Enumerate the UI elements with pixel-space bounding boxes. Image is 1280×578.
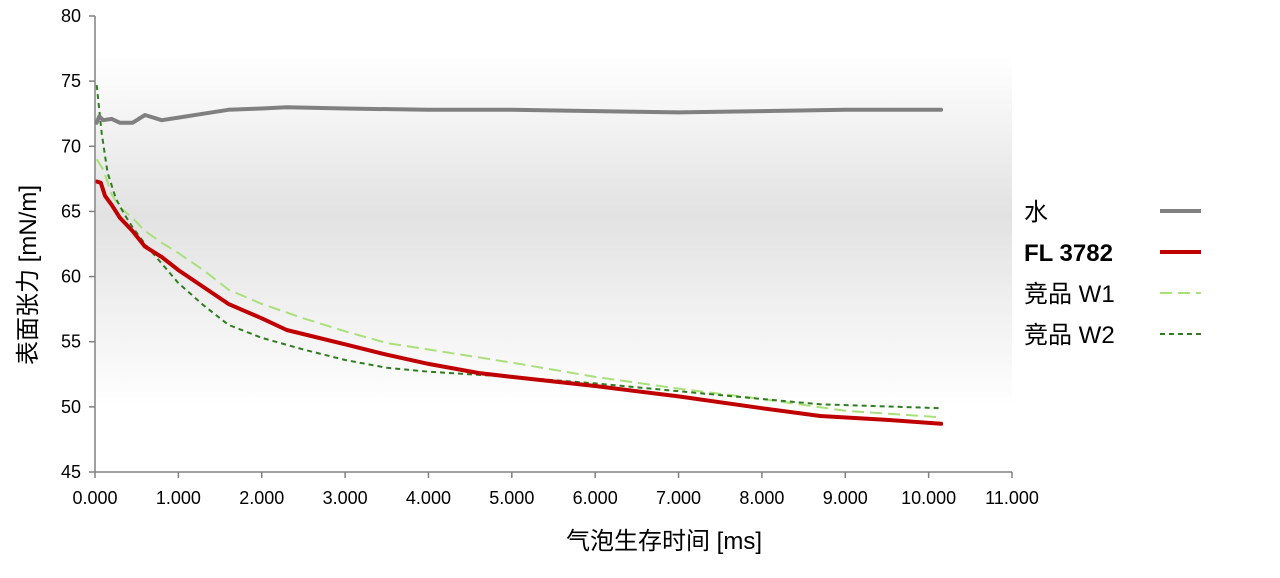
y-ticks: 45 50 55 60 65 70 75 80 xyxy=(61,6,95,482)
plot-background xyxy=(96,56,1012,408)
y-tick-label: 75 xyxy=(61,71,81,91)
legend-label: 竞品 W2 xyxy=(1024,322,1115,349)
series-line-2 xyxy=(95,158,942,419)
x-tick-label: 2.000 xyxy=(239,488,284,508)
legend-label: 竞品 W1 xyxy=(1024,281,1115,308)
x-tick-label: 11.000 xyxy=(985,488,1039,508)
legend: 水 FL 3782 竞品 W1 竞品 W2 xyxy=(1024,199,1201,349)
y-tick-label: 55 xyxy=(61,332,81,352)
y-tick-label: 45 xyxy=(61,462,81,482)
x-tick-label: 9.000 xyxy=(823,488,868,508)
x-tick-label: 7.000 xyxy=(656,488,701,508)
axes: 45 50 55 60 65 70 75 80 0.000 1.000 2.000 3.000 4.0… xyxy=(61,6,1039,508)
y-tick-label: 80 xyxy=(61,6,81,26)
legend-label: 水 xyxy=(1024,199,1048,226)
legend-label: FL 3782 xyxy=(1024,240,1113,267)
series-line-1 xyxy=(94,179,944,426)
x-tick-label: 0.000 xyxy=(72,488,117,508)
x-tick-label: 6.000 xyxy=(573,488,618,508)
x-tick-label: 4.000 xyxy=(406,488,451,508)
y-tick-label: 65 xyxy=(61,201,81,221)
x-ticks: 0.000 1.000 2.000 3.000 4.000 5.000 6.000 7.000… xyxy=(72,472,1039,508)
x-tick-label: 1.000 xyxy=(156,488,201,508)
y-tick-label: 60 xyxy=(61,267,81,287)
x-tick-label: 8.000 xyxy=(739,488,784,508)
x-axis-title: 气泡生存时间 [ms] xyxy=(566,528,762,555)
series-line-0 xyxy=(94,105,944,125)
x-tick-label: 3.000 xyxy=(323,488,368,508)
x-tick-label: 10.000 xyxy=(901,488,956,508)
plot-lines xyxy=(94,84,944,426)
y-axis-title: 表面张力 [mN/m] xyxy=(15,185,42,365)
x-tick-label: 5.000 xyxy=(489,488,534,508)
y-tick-label: 70 xyxy=(61,136,81,156)
y-tick-label: 50 xyxy=(61,397,81,417)
